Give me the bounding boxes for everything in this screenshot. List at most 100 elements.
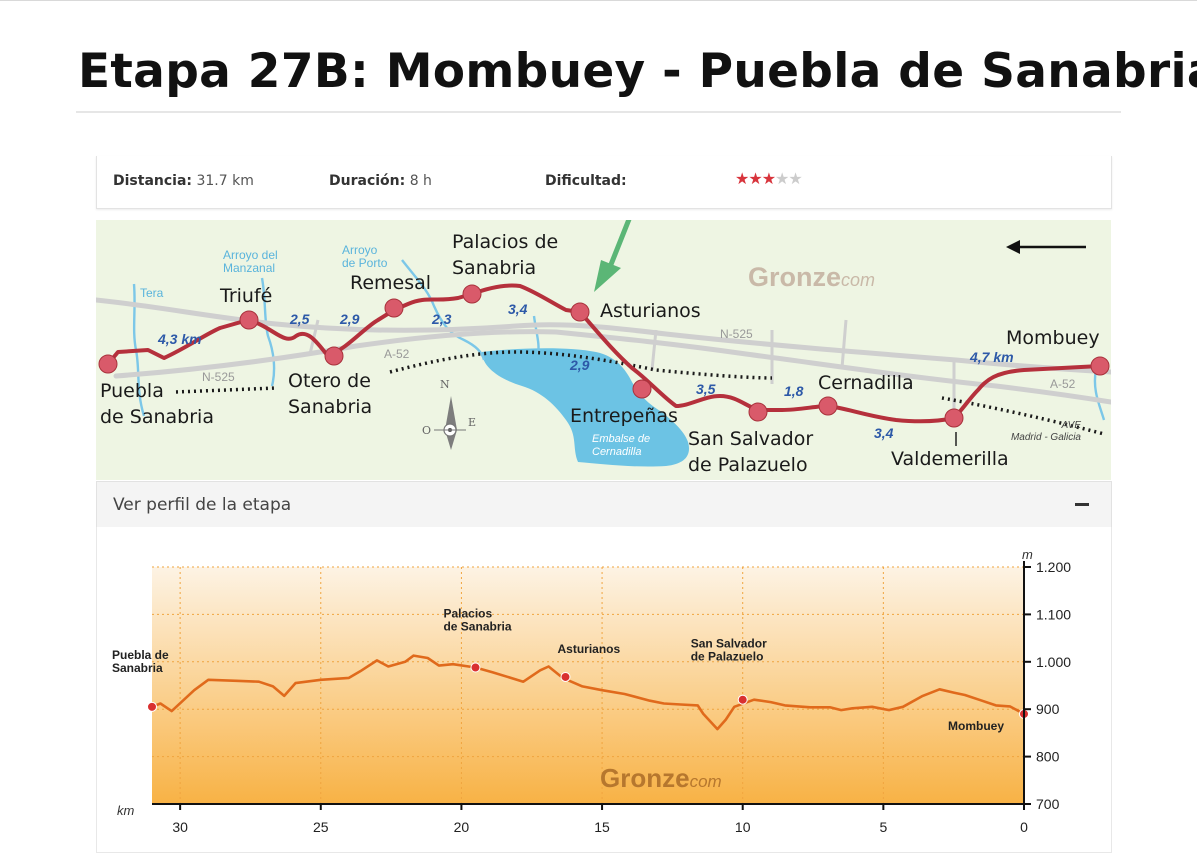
- y-tick-label: 1.200: [1036, 559, 1071, 575]
- road-n525: [96, 297, 1111, 375]
- town-label-valdemerilla: Valdemerilla: [891, 448, 1009, 470]
- town-label-remesal: Remesal: [350, 272, 431, 294]
- x-tick-label: 5: [879, 819, 887, 835]
- route-line: [106, 283, 1101, 424]
- x-unit-label: km: [117, 803, 135, 818]
- y-tick-label: 900: [1036, 701, 1060, 717]
- annotation-arrow-icon: [594, 220, 632, 292]
- profile-toggle-bar[interactable]: Ver perfil de la etapa: [96, 481, 1112, 528]
- gronze-watermark: Gronzecom: [748, 262, 875, 292]
- stop-mombuey[interactable]: [1090, 356, 1110, 376]
- duration-stat: Duración: 8 h: [329, 173, 432, 189]
- river-east: [1093, 369, 1106, 421]
- page-title: Etapa 27B: Mombuey - Puebla de Sanabria: [78, 44, 1197, 99]
- x-tick-label: 15: [594, 819, 610, 835]
- profile-stop-marker: [560, 671, 571, 682]
- svg-text:Gronzecom: Gronzecom: [600, 763, 722, 793]
- elevation-profile: Gronzecom Puebla de Sanabria Palacios de Sa…: [96, 527, 1112, 853]
- compass-n: N: [440, 378, 450, 391]
- road-label-a52-left: A-52: [384, 347, 410, 361]
- town-label-entrepenas: Entrepeñas: [570, 405, 678, 427]
- road-a52: [113, 329, 1111, 405]
- stop-asturianos[interactable]: [570, 302, 590, 322]
- x-tick-label: 0: [1020, 819, 1028, 835]
- distance-label: Distancia:: [113, 173, 193, 189]
- distance-stat: Distancia: 31.7 km: [113, 173, 254, 189]
- profile-axes: 700 800 900 1.000 1.100 1.200 30 25 20 15 10 5 0 km m: [117, 547, 1071, 835]
- town-label-palacios: Palacios de Sanabria: [452, 231, 558, 279]
- town-label-otero: Otero de Sanabria: [288, 370, 372, 418]
- town-label-sansalvador: San Salvador de Palazuelo: [688, 428, 813, 476]
- y-tick-label: 1.100: [1036, 606, 1071, 622]
- distance-label-5: 3,4: [508, 301, 528, 317]
- x-tick-label: 30: [172, 819, 188, 835]
- profile-stop-marker: [470, 662, 481, 673]
- river-label-porto: Arroyo de Porto: [342, 243, 388, 270]
- profile-brand-suffix: com: [690, 772, 722, 791]
- distance-label-8: 1,8: [784, 383, 804, 399]
- stop-remesal[interactable]: [384, 298, 404, 318]
- stop-cernadilla[interactable]: [818, 396, 838, 416]
- star-icon: ★: [788, 169, 802, 188]
- x-tick-label: 20: [454, 819, 470, 835]
- y-tick-label: 1.000: [1036, 654, 1071, 670]
- profile-stops: Puebla de Sanabria Palacios de Sanabria Astu…: [112, 606, 1029, 733]
- map-brand: Gronze: [748, 262, 841, 292]
- town-labels: Puebla de Sanabria Triufé Otero de Sanabria R…: [100, 231, 1100, 476]
- collapse-icon[interactable]: [1075, 503, 1089, 506]
- star-icon: ★: [775, 169, 789, 188]
- svg-text:Gronzecom: Gronzecom: [748, 262, 875, 292]
- rail-ave: [175, 350, 1105, 436]
- segment-distances: 4,3 km 2,5 2,9 2,3 3,4 2,9 3,5 1,8 3,4 4…: [157, 301, 1014, 441]
- x-tick-label: 10: [735, 819, 751, 835]
- duration-value: 8 h: [409, 173, 432, 189]
- map-brand-suffix: com: [841, 270, 875, 290]
- river-label-manzanal: Arroyo del Manzanal: [223, 248, 278, 275]
- distance-value: 31.7 km: [196, 173, 254, 189]
- distance-label-7: 3,5: [696, 381, 716, 397]
- star-icon: ★: [735, 169, 749, 188]
- rail-label: AVE Madrid - Galicia: [1011, 420, 1081, 443]
- title-divider: [76, 111, 1121, 113]
- difficulty-label: Dificultad:: [545, 173, 627, 189]
- profile-plot-area: [152, 567, 1024, 804]
- profile-stop-label: Mombuey: [948, 719, 1004, 733]
- elevation-line: [151, 654, 1025, 731]
- stop-sansalvador[interactable]: [748, 402, 768, 422]
- town-label-triufe: Triufé: [219, 285, 272, 307]
- distance-label-9: 3,4: [874, 425, 894, 441]
- reservoir-shape: [482, 348, 690, 467]
- river-branch: [532, 315, 540, 355]
- stop-valdemerilla[interactable]: [944, 408, 964, 428]
- road-label-n525-left: N-525: [202, 370, 235, 384]
- distance-label-1: 4,3 km: [157, 331, 202, 347]
- profile-stop-marker: [147, 701, 157, 712]
- difficulty-stat: Dificultad:: [545, 173, 627, 189]
- stop-otero[interactable]: [324, 346, 344, 366]
- profile-toggle-label: Ver perfil de la etapa: [113, 495, 292, 515]
- stop-entrepenas[interactable]: [632, 379, 652, 399]
- reservoir-label: Embalse de Cernadilla: [592, 433, 650, 458]
- elevation-chart: Gronzecom Puebla de Sanabria Palacios de Sa…: [112, 547, 1071, 835]
- route-map[interactable]: N O E Gronzecom N-525 N-525 A-52 A-52 Te…: [96, 220, 1111, 480]
- distance-label-10: 4,7 km: [969, 349, 1014, 365]
- stage-stats-card: Distancia: 31.7 km Duración: 8 h Dificul…: [96, 156, 1112, 209]
- profile-brand: Gronze: [600, 763, 690, 793]
- distance-label-3: 2,9: [339, 311, 360, 327]
- star-icon: ★: [761, 169, 776, 188]
- route-stops: [98, 284, 1110, 428]
- stop-puebla[interactable]: [98, 354, 118, 374]
- town-label-mombuey: Mombuey: [1006, 327, 1100, 349]
- y-tick-label: 800: [1036, 749, 1060, 765]
- river-label-tera: Tera: [140, 286, 164, 300]
- roads: [96, 297, 1111, 405]
- stop-triufe[interactable]: [239, 310, 259, 330]
- route-map-canvas: N O E Gronzecom N-525 N-525 A-52 A-52 Te…: [96, 231, 1111, 476]
- profile-stop-label: Palacios de Sanabria: [443, 606, 511, 633]
- stop-palacios[interactable]: [462, 284, 482, 304]
- town-label-cernadilla: Cernadilla: [818, 372, 914, 394]
- profile-stop-marker: [737, 694, 748, 705]
- y-unit-label: m: [1022, 547, 1033, 562]
- star-icon: ★: [748, 169, 762, 188]
- distance-label-4: 2,3: [431, 311, 452, 327]
